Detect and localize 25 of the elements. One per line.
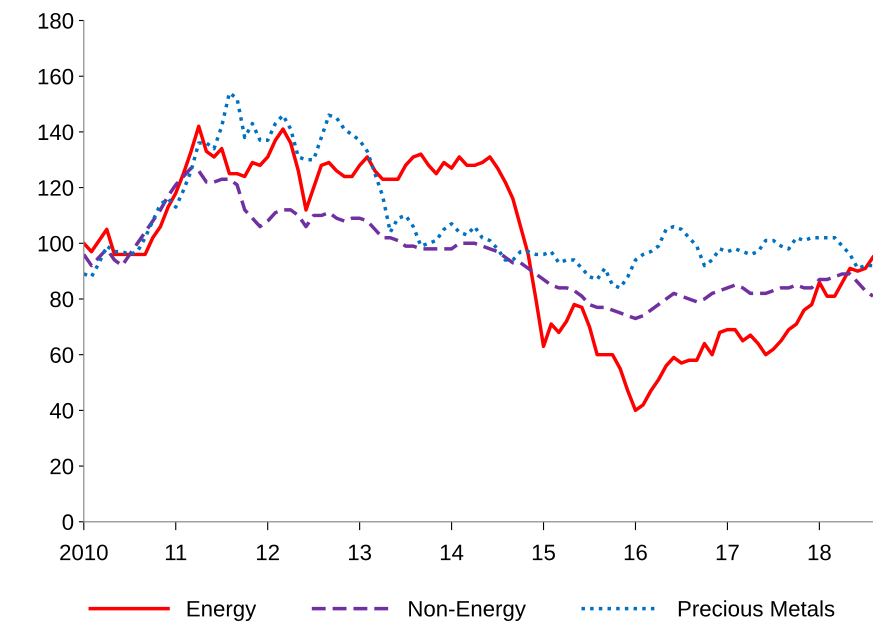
legend-label: Energy xyxy=(188,601,256,621)
y-tick-label: 120 xyxy=(38,180,74,196)
x-tick-label: 13 xyxy=(348,544,372,560)
line-series xyxy=(84,91,873,290)
y-tick-label: 100 xyxy=(38,236,74,252)
y-tick-label: 60 xyxy=(50,347,74,363)
line-series xyxy=(84,124,873,412)
x-tick-label: 15 xyxy=(532,544,555,560)
y-tick-label: 160 xyxy=(38,68,74,84)
x-tick-label: 14 xyxy=(440,544,464,560)
y-tick-label: 40 xyxy=(50,402,74,419)
line-series xyxy=(84,166,873,320)
x-tick-label: 2010 xyxy=(60,544,108,560)
x-tick-label: 17 xyxy=(716,544,739,560)
legend-label: Precious Metals xyxy=(678,600,834,617)
y-tick-label: 20 xyxy=(50,458,74,474)
x-tick-label: 11 xyxy=(166,544,186,560)
y-tick-label: 180 xyxy=(38,13,74,29)
x-tick-label: 12 xyxy=(257,544,279,560)
y-tick-label: 0 xyxy=(62,514,74,530)
x-tick-label: 16 xyxy=(624,544,647,560)
y-tick-label: 80 xyxy=(50,292,74,308)
x-tick-label: 18 xyxy=(808,544,831,560)
y-tick-label: 140 xyxy=(38,124,74,140)
legend-label: Non-Energy xyxy=(409,601,526,621)
